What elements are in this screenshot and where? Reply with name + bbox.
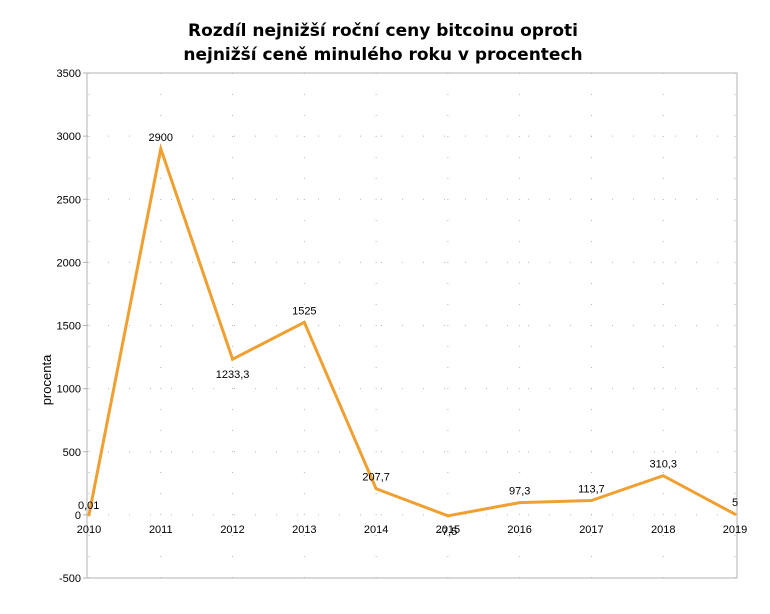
x-tick-label: 2017 bbox=[579, 524, 603, 536]
data-label: -7,5 bbox=[438, 526, 457, 538]
x-tick-label: 2019 bbox=[723, 524, 747, 536]
x-tick-label: 2012 bbox=[220, 524, 244, 536]
y-axis-title: procenta bbox=[39, 354, 54, 405]
data-point bbox=[661, 474, 665, 478]
series-line-layer bbox=[87, 143, 737, 518]
data-label: 5 bbox=[732, 497, 738, 509]
x-tick-label: 2014 bbox=[364, 524, 388, 536]
y-axis-ticks: 3500 3000 2500 2000 1500 1000 500 0 -500 bbox=[57, 68, 81, 585]
data-point bbox=[589, 499, 593, 503]
data-point bbox=[446, 514, 450, 518]
y-tick-label: 1000 bbox=[57, 384, 81, 396]
y-tick-label: 0 bbox=[75, 510, 81, 522]
y-tick-label: -500 bbox=[59, 573, 81, 585]
data-point bbox=[518, 501, 522, 505]
data-label: 1525 bbox=[292, 305, 316, 317]
data-point bbox=[231, 357, 235, 361]
data-label: 310,3 bbox=[649, 459, 677, 471]
y-tick-label: 2500 bbox=[57, 194, 81, 206]
x-tick-label: 2013 bbox=[292, 524, 316, 536]
chart-title-line-1: Rozdíl nejnižší roční ceny bitcoinu opro… bbox=[188, 21, 578, 41]
data-label: 0,01 bbox=[78, 500, 99, 512]
data-point bbox=[374, 487, 378, 491]
x-tick-label: 2018 bbox=[651, 524, 675, 536]
y-tick-label: 1500 bbox=[57, 321, 81, 333]
y-tick-label: 3000 bbox=[57, 131, 81, 143]
data-label: 113,7 bbox=[578, 484, 605, 496]
y-tick-label: 3500 bbox=[57, 68, 81, 80]
x-tick-label: 2010 bbox=[77, 524, 101, 536]
data-label: 97,3 bbox=[509, 486, 530, 498]
data-point bbox=[733, 512, 737, 516]
plot-area bbox=[83, 72, 738, 579]
data-point bbox=[302, 320, 306, 324]
y-tick-label: 2000 bbox=[57, 257, 81, 269]
data-label: 2900 bbox=[149, 132, 173, 144]
data-labels: 0,01 2900 1233,3 1525 207,7 -7,5 97,3 113,7 310,… bbox=[78, 132, 738, 538]
y-tick-label: 500 bbox=[63, 447, 81, 459]
data-point bbox=[87, 513, 91, 517]
chart-title-line-2: nejnižší ceně minulého roku v procentech bbox=[183, 45, 582, 65]
data-label: 1233,3 bbox=[216, 369, 250, 381]
grid-lines bbox=[87, 72, 737, 579]
series-line bbox=[87, 143, 736, 518]
x-axis-ticks: 2010 2011 2012 2013 2014 2015 2016 2017 2018 2019 bbox=[77, 524, 747, 536]
x-tick-label: 2011 bbox=[149, 524, 173, 536]
data-label: 207,7 bbox=[362, 472, 390, 484]
x-tick-label: 2016 bbox=[507, 524, 531, 536]
data-point bbox=[159, 147, 163, 151]
x-tick-label: 2015 bbox=[436, 524, 460, 536]
